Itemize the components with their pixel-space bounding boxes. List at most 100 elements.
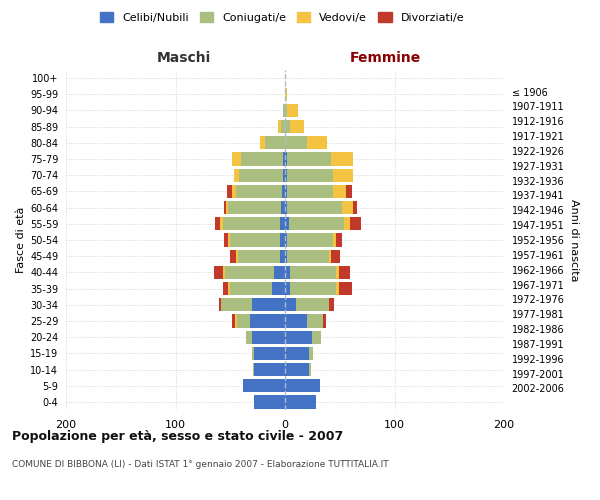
Bar	[346, 185, 352, 198]
Bar	[252, 298, 285, 312]
Bar	[309, 346, 313, 360]
Y-axis label: Fasce di età: Fasce di età	[16, 207, 26, 273]
Bar	[224, 201, 226, 214]
Bar	[272, 282, 285, 295]
Bar	[254, 363, 285, 376]
Bar	[289, 217, 344, 230]
Bar	[236, 185, 282, 198]
Bar	[220, 298, 221, 312]
Text: COMUNE DI BIBBONA (LI) - Dati ISTAT 1° gennaio 2007 - Elaborazione TUTTITALIA.IT: COMUNE DI BIBBONA (LI) - Dati ISTAT 1° g…	[12, 460, 389, 469]
Bar	[353, 201, 357, 214]
Bar	[285, 88, 287, 101]
Bar	[285, 120, 290, 134]
Bar	[250, 314, 285, 328]
Bar	[233, 168, 239, 182]
Bar	[223, 217, 280, 230]
Bar	[254, 346, 285, 360]
Bar	[344, 217, 350, 230]
Bar	[285, 234, 287, 246]
Bar	[285, 346, 309, 360]
Bar	[214, 266, 223, 279]
Bar	[226, 201, 228, 214]
Bar	[287, 104, 298, 117]
Bar	[227, 185, 232, 198]
Bar	[278, 120, 281, 134]
Bar	[252, 330, 285, 344]
Bar	[333, 234, 337, 246]
Bar	[350, 217, 361, 230]
Bar	[236, 250, 238, 263]
Text: Popolazione per età, sesso e stato civile - 2007: Popolazione per età, sesso e stato civil…	[12, 430, 343, 443]
Bar	[285, 298, 296, 312]
Bar	[287, 168, 333, 182]
Bar	[230, 234, 280, 246]
Bar	[333, 168, 353, 182]
Bar	[287, 185, 333, 198]
Bar	[244, 379, 285, 392]
Bar	[337, 282, 338, 295]
Bar	[252, 346, 254, 360]
Bar	[287, 152, 331, 166]
Bar	[309, 363, 311, 376]
Bar	[329, 298, 334, 312]
Bar	[285, 136, 307, 149]
Bar	[265, 136, 285, 149]
Text: Maschi: Maschi	[157, 51, 211, 65]
Bar	[283, 168, 285, 182]
Bar	[285, 363, 309, 376]
Bar	[290, 266, 337, 279]
Bar	[285, 266, 290, 279]
Bar	[285, 282, 290, 295]
Bar	[223, 282, 228, 295]
Bar	[228, 201, 281, 214]
Bar	[228, 234, 230, 246]
Bar	[296, 298, 329, 312]
Bar	[254, 396, 285, 408]
Bar	[283, 104, 285, 117]
Legend: Celibi/Nubili, Coniugati/e, Vedovi/e, Divorziati/e: Celibi/Nubili, Coniugati/e, Vedovi/e, Di…	[95, 8, 469, 28]
Bar	[287, 201, 342, 214]
Bar	[283, 152, 285, 166]
Bar	[285, 396, 316, 408]
Y-axis label: Anni di nascita: Anni di nascita	[569, 198, 578, 281]
Bar	[280, 234, 285, 246]
Bar	[323, 314, 326, 328]
Bar	[280, 217, 285, 230]
Bar	[285, 217, 289, 230]
Bar	[241, 152, 283, 166]
Bar	[285, 314, 307, 328]
Bar	[245, 330, 252, 344]
Bar	[285, 250, 287, 263]
Bar	[329, 250, 331, 263]
Bar	[342, 201, 353, 214]
Bar	[230, 282, 272, 295]
Bar	[282, 185, 285, 198]
Bar	[232, 185, 236, 198]
Bar	[221, 298, 252, 312]
Bar	[307, 136, 326, 149]
Bar	[313, 330, 321, 344]
Bar	[230, 250, 236, 263]
Bar	[331, 250, 340, 263]
Bar	[260, 136, 265, 149]
Bar	[337, 266, 338, 279]
Bar	[281, 120, 285, 134]
Bar	[225, 266, 274, 279]
Bar	[238, 250, 280, 263]
Bar	[228, 282, 230, 295]
Bar	[290, 282, 337, 295]
Bar	[331, 152, 353, 166]
Bar	[285, 379, 320, 392]
Bar	[285, 201, 287, 214]
Bar	[274, 266, 285, 279]
Text: Femmine: Femmine	[350, 51, 421, 65]
Bar	[281, 201, 285, 214]
Bar	[223, 266, 225, 279]
Bar	[232, 314, 235, 328]
Bar	[224, 234, 228, 246]
Bar	[287, 234, 333, 246]
Bar	[285, 168, 287, 182]
Bar	[338, 266, 350, 279]
Bar	[338, 282, 352, 295]
Bar	[232, 152, 241, 166]
